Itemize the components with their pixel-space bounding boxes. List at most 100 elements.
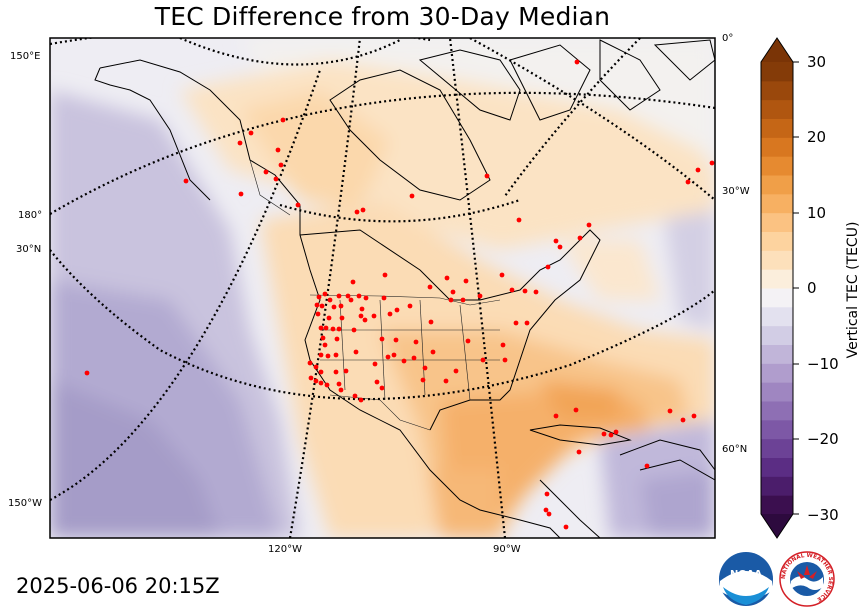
station-marker	[371, 313, 377, 319]
colorbar-tick-label: −20	[807, 430, 839, 448]
colorbar-tick-label: 10	[807, 204, 827, 222]
station-marker	[393, 337, 399, 343]
station-marker	[345, 293, 351, 299]
lon-label-30w: 30°W	[722, 186, 750, 197]
station-marker	[667, 408, 673, 414]
lon-label-120w: 120°W	[268, 544, 302, 555]
station-marker	[359, 306, 365, 312]
colorbar-tick-label: 30	[807, 53, 827, 71]
station-marker	[709, 160, 715, 166]
station-marker	[315, 311, 321, 317]
colorbar-segment	[761, 495, 793, 515]
station-marker	[323, 325, 329, 331]
station-marker	[577, 235, 583, 241]
colorbar-segment	[761, 306, 793, 327]
station-marker	[444, 275, 450, 281]
chart-title: TEC Difference from 30-Day Median	[154, 2, 611, 31]
station-marker	[465, 338, 471, 344]
station-marker	[422, 365, 428, 371]
station-marker	[563, 524, 569, 530]
station-marker	[502, 357, 508, 363]
station-marker	[318, 325, 324, 331]
station-marker	[450, 289, 456, 295]
station-marker	[484, 173, 490, 179]
station-marker	[480, 357, 486, 363]
station-marker	[500, 342, 506, 348]
station-marker	[381, 295, 387, 301]
station-marker	[413, 339, 419, 345]
station-marker	[353, 349, 359, 355]
station-marker	[394, 307, 400, 313]
colorbar-tick-label: −10	[807, 355, 839, 373]
station-marker	[691, 413, 697, 419]
colorbar	[761, 38, 793, 538]
station-marker	[553, 238, 559, 244]
colorbar-segment	[761, 438, 793, 458]
station-marker	[354, 209, 360, 215]
station-marker	[330, 326, 336, 332]
station-marker	[319, 303, 325, 309]
lat-label-60n: 60°N	[722, 444, 748, 455]
station-marker	[428, 319, 434, 325]
station-marker	[387, 311, 393, 317]
station-marker	[327, 297, 333, 303]
noaa-logo-text: NOAA	[730, 569, 762, 580]
colorbar-segment	[761, 457, 793, 477]
station-marker	[263, 169, 269, 175]
station-marker	[336, 326, 342, 332]
station-marker	[318, 380, 324, 386]
station-marker	[183, 178, 189, 184]
station-marker	[351, 327, 357, 333]
station-marker	[326, 315, 332, 321]
colorbar-segment	[761, 476, 793, 496]
station-marker	[273, 176, 279, 182]
station-marker	[553, 413, 559, 419]
colorbar-segment	[761, 156, 793, 176]
lon-label-180: 180°	[18, 210, 43, 221]
station-marker	[348, 297, 354, 303]
colorbar-tick-label: 20	[807, 128, 827, 146]
station-marker	[343, 368, 349, 374]
station-marker	[460, 297, 466, 303]
station-marker	[360, 207, 366, 213]
colorbar-segment	[761, 382, 793, 402]
station-marker	[379, 385, 385, 391]
station-markers	[84, 59, 715, 530]
station-marker	[586, 222, 592, 228]
station-marker	[407, 303, 413, 309]
station-marker	[533, 289, 539, 295]
station-marker	[318, 369, 324, 375]
station-marker	[379, 336, 385, 342]
station-marker	[248, 130, 254, 136]
colorbar-title: Vertical TEC (TECU)	[845, 221, 861, 359]
station-marker	[382, 272, 388, 278]
station-marker	[338, 303, 344, 309]
station-marker	[278, 162, 284, 168]
colorbar-segment	[761, 137, 793, 157]
tec-field	[50, 38, 715, 538]
station-marker	[477, 293, 483, 299]
station-marker	[448, 297, 454, 303]
station-marker	[516, 217, 522, 223]
station-marker	[331, 304, 337, 310]
station-marker	[427, 284, 433, 290]
colorbar-segment	[761, 250, 793, 270]
station-marker	[308, 375, 314, 381]
station-marker	[524, 320, 530, 326]
station-marker	[338, 387, 344, 393]
colorbar-segment	[761, 363, 793, 383]
station-marker	[411, 355, 417, 361]
station-marker	[680, 417, 686, 423]
station-marker	[313, 378, 319, 384]
station-marker	[557, 244, 563, 250]
station-marker	[325, 353, 331, 359]
station-marker	[391, 352, 397, 358]
station-marker	[318, 352, 324, 358]
station-marker	[385, 354, 391, 360]
colorbar-tick-label: −30	[807, 506, 839, 524]
colorbar-segment	[761, 175, 793, 195]
station-marker	[695, 167, 701, 173]
colorbar-extend-max	[761, 38, 793, 62]
colorbar-segment	[761, 419, 793, 440]
